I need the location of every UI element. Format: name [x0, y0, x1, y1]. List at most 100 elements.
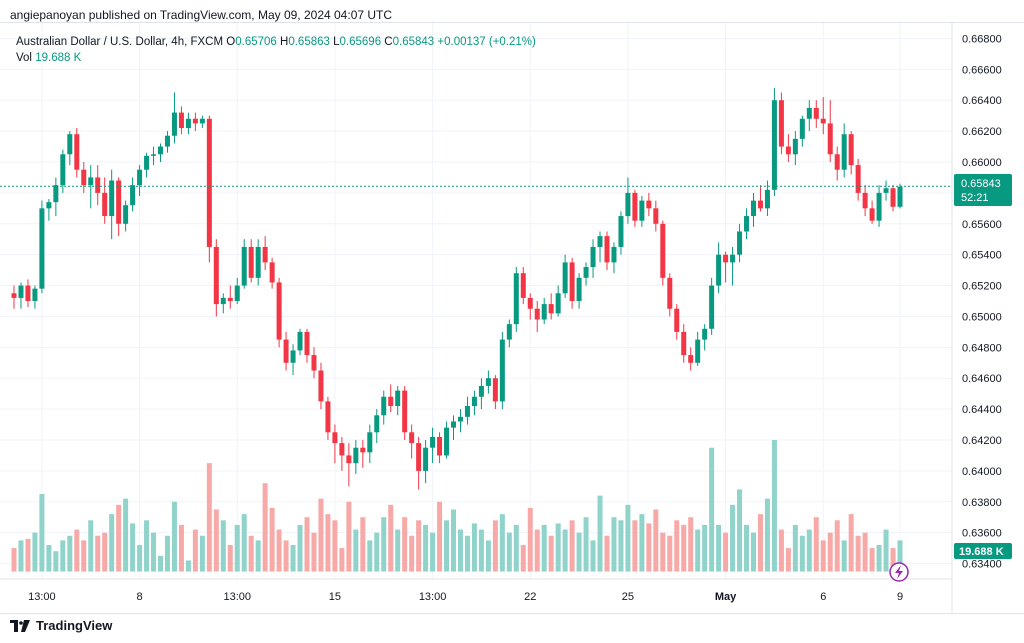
volume-bar [178, 524, 184, 572]
candle-body [834, 154, 840, 170]
volume-bar [730, 504, 736, 572]
volume-bar [744, 524, 750, 572]
candle-body [709, 285, 715, 329]
flash-icon[interactable] [889, 562, 909, 582]
volume-bar [618, 520, 624, 572]
price-tick-label: 0.63800 [962, 497, 1002, 509]
price-scale: 0.66800 0.66600 0.66400 0.66200 0.66000 0.658… [962, 33, 1002, 570]
volume-bar [318, 498, 324, 572]
volume-badge: 19.688 K [954, 543, 1012, 559]
candle-body [25, 285, 31, 301]
time-tick-label: 25 [622, 591, 634, 603]
volume-bar [527, 507, 533, 572]
candle-body [555, 293, 561, 314]
volume-bar [464, 535, 470, 572]
volume-bar [199, 535, 205, 572]
symbol-label: Australian Dollar / U.S. Dollar, 4h, FXC… [16, 36, 224, 48]
change-value: +0.00137 (+0.21%) [437, 36, 536, 48]
volume-row: Vol 19.688 K [16, 50, 536, 66]
volume-bar [862, 532, 868, 572]
volume-bar [681, 524, 687, 572]
volume-bar [304, 517, 310, 572]
volume-bar [485, 540, 491, 572]
candle-body [764, 189, 770, 209]
candle-body [262, 246, 268, 263]
candle-body [339, 443, 345, 456]
time-tick-label: 13:00 [28, 591, 56, 603]
time-tick-label: 13:00 [223, 591, 251, 603]
candlestick-chart[interactable]: 0.66800 0.66600 0.66400 0.66200 0.66000 0.658… [0, 23, 1024, 613]
candle-body [534, 308, 540, 320]
candle-body [283, 339, 289, 363]
ohlc-row: Australian Dollar / U.S. Dollar, 4h, FXC… [16, 34, 536, 50]
candle-body [618, 216, 624, 247]
candle-body [297, 331, 303, 351]
candle-body [785, 146, 791, 155]
candle-body [116, 180, 122, 224]
candle-body [883, 188, 889, 193]
volume-bar [339, 548, 345, 572]
time-tick-label: 9 [897, 591, 903, 603]
footer-brand[interactable]: TradingView [10, 618, 112, 633]
volume-bar [611, 517, 617, 572]
volume-label: 19.688 K [959, 546, 1004, 558]
candle-body [730, 254, 736, 263]
price-tick-label: 0.65400 [962, 250, 1002, 262]
volume-bar [834, 520, 840, 572]
candle-body [430, 436, 436, 448]
volume-bar [639, 514, 645, 572]
candle-body [527, 297, 533, 309]
volume-bar [499, 514, 505, 572]
candle-body [39, 208, 45, 289]
volume-bar [241, 514, 247, 572]
volume-bar [144, 520, 150, 572]
volume-bar [534, 529, 540, 572]
candle-body [199, 118, 205, 124]
price-tick-label: 0.66400 [962, 95, 1002, 107]
candle-body [11, 293, 17, 298]
candle-body [464, 406, 470, 417]
candle-body [513, 273, 519, 325]
candle-body [234, 285, 240, 301]
volume-bar [123, 498, 129, 572]
price-tick-label: 0.65200 [962, 281, 1002, 293]
candle-body [848, 134, 854, 166]
low-value: 0.65696 [339, 36, 382, 48]
volume-bar [625, 504, 631, 572]
volume-bar [778, 529, 784, 572]
volume-bar [848, 514, 854, 572]
candle-body [248, 246, 254, 278]
candle-body [548, 304, 554, 314]
price-tick-label: 0.64600 [962, 373, 1002, 385]
volume-bar [18, 540, 24, 572]
volume-bar [39, 494, 45, 572]
volume-bar [451, 509, 457, 572]
volume-bar [646, 523, 652, 572]
volume-bar [806, 529, 812, 572]
volume-bar [709, 447, 715, 572]
volume-bar [430, 532, 436, 572]
candle-body [353, 447, 359, 464]
volume-bar [799, 535, 805, 572]
candle-body [46, 202, 52, 209]
volume-bar [102, 532, 108, 572]
volume-bar [716, 524, 722, 572]
volume-bar [137, 545, 143, 572]
vol-label: Vol [16, 52, 32, 64]
volume-bar [60, 540, 66, 572]
candle-body [60, 154, 66, 186]
volume-bar [409, 535, 415, 572]
candle-body [646, 200, 652, 209]
time-tick-label: 8 [137, 591, 143, 603]
candle-body [806, 107, 812, 119]
volume-bar [855, 535, 861, 572]
time-tick-label: 15 [329, 591, 341, 603]
candle-body [53, 185, 59, 203]
price-tick-label: 0.66200 [962, 126, 1002, 138]
time-tick-label: 22 [524, 591, 536, 603]
volume-bar [130, 523, 136, 572]
volume-bar [25, 538, 31, 572]
price-tick-label: 0.63400 [962, 559, 1002, 571]
chart-area[interactable]: 0.66800 0.66600 0.66400 0.66200 0.66000 0.658… [0, 22, 1024, 614]
volume-bar [457, 529, 463, 572]
